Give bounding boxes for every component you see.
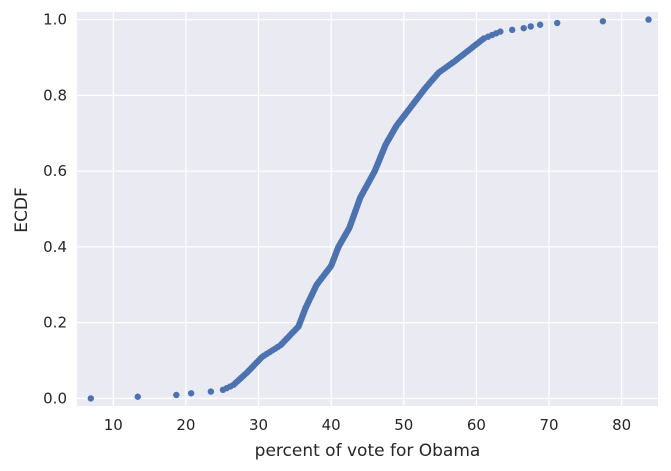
x-tick-label: 10 (104, 416, 123, 434)
x-tick-labels: 10 20 30 40 50 60 70 80 (104, 416, 631, 434)
x-tick-label: 60 (467, 416, 486, 434)
data-points (87, 16, 652, 402)
plot-background (77, 12, 658, 406)
data-point (509, 26, 516, 34)
y-tick-label: 0.4 (43, 238, 67, 256)
y-tick-label: 0.8 (43, 86, 67, 104)
x-axis-label: percent of vote for Obama (255, 441, 481, 461)
data-point (536, 21, 544, 28)
data-point (87, 395, 94, 402)
y-tick-label: 0.6 (43, 162, 67, 180)
data-point (527, 23, 534, 30)
y-tick-label: 0.0 (43, 389, 67, 407)
y-tick-labels: 0.0 0.2 0.4 0.6 0.8 1.0 (43, 11, 67, 408)
grid-lines (77, 12, 658, 406)
data-point (645, 16, 652, 23)
data-point (173, 391, 180, 399)
x-tick-label: 50 (394, 416, 413, 434)
x-tick-label: 30 (249, 416, 268, 434)
data-point (520, 24, 527, 32)
y-axis-label: ECDF (12, 187, 32, 232)
data-point (207, 388, 215, 395)
data-point (599, 18, 607, 25)
y-tick-label: 0.2 (43, 314, 67, 332)
x-tick-label: 40 (322, 416, 341, 434)
data-point (134, 393, 141, 400)
x-tick-label: 70 (540, 416, 559, 434)
data-point (497, 28, 504, 35)
data-point (187, 390, 195, 397)
x-tick-label: 20 (176, 416, 195, 434)
data-point (554, 19, 561, 27)
y-tick-label: 1.0 (43, 11, 67, 29)
x-tick-label: 80 (612, 416, 631, 434)
